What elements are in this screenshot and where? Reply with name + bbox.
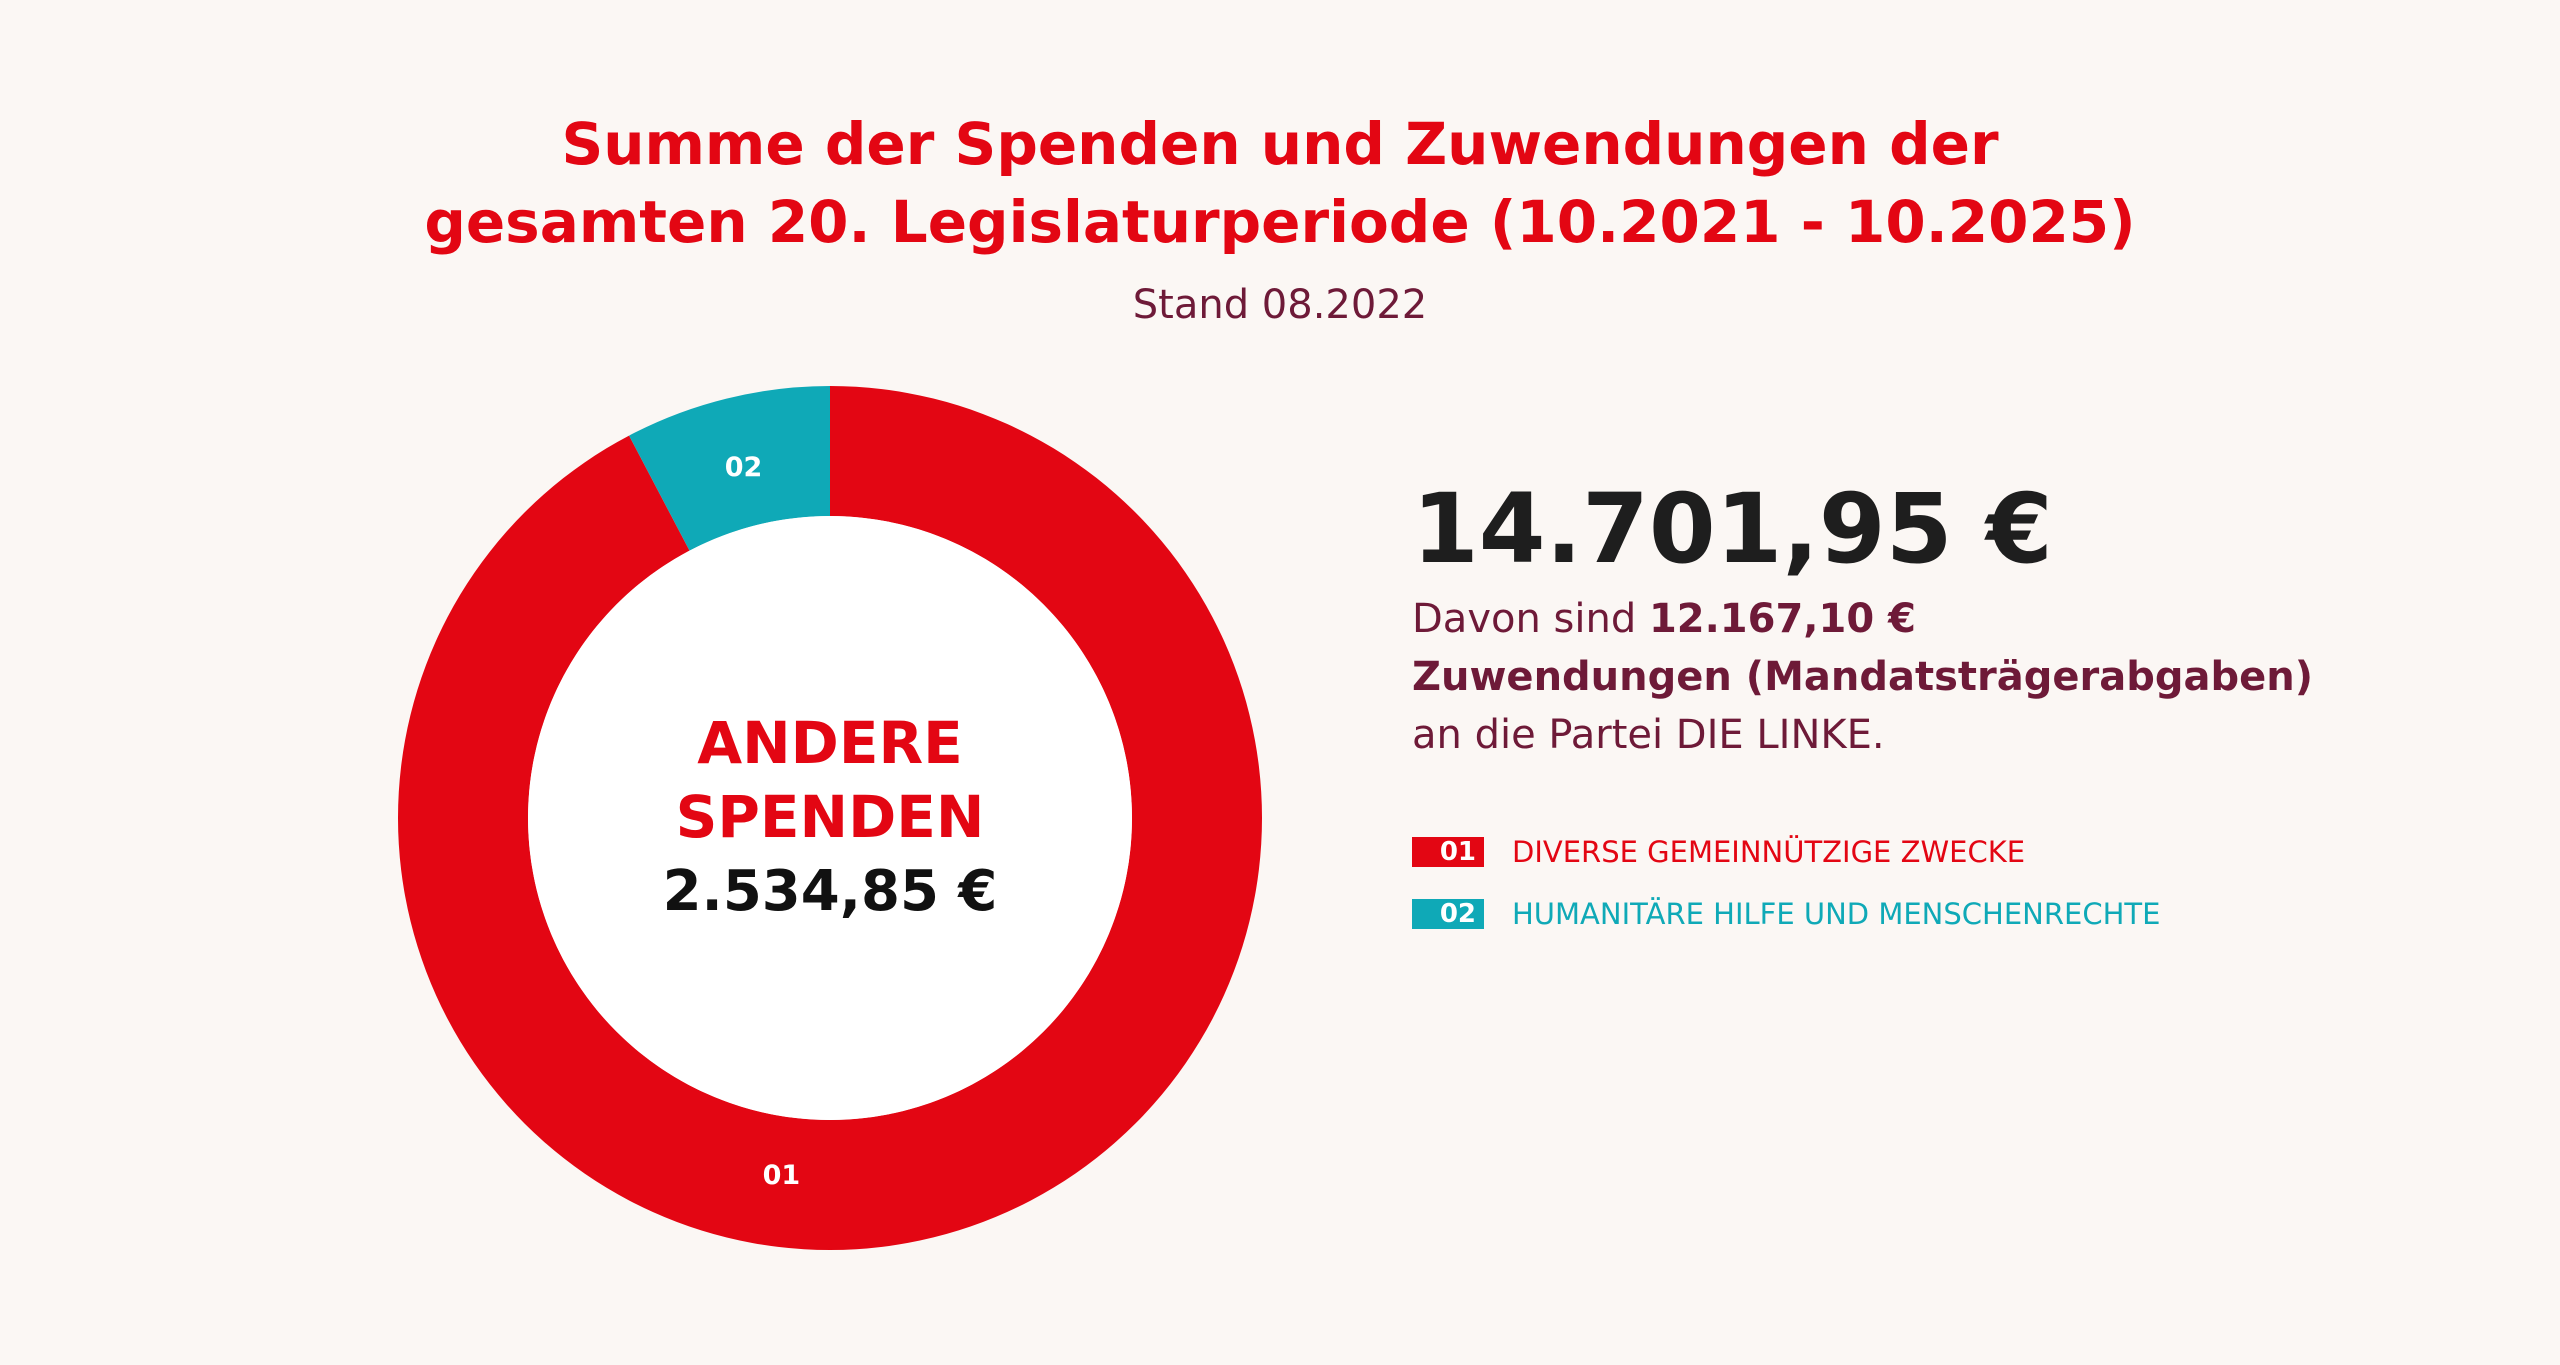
summary-description: Davon sind 12.167,10 € Zuwendungen (Mand…	[1412, 590, 2313, 764]
chart-title-line-1: Summe der Spenden und Zuwendungen der	[561, 110, 1999, 178]
donut-slice-01	[398, 386, 1262, 1250]
donut-chart: 01 02	[398, 386, 1262, 1250]
legend-item-02: 02 HUMANITÄRE HILFE UND MENSCHENRECHTE	[1412, 896, 2160, 932]
chart-legend: 01 DIVERSE GEMEINNÜTZIGE ZWECKE 02 HUMAN…	[1412, 834, 2160, 958]
legend-swatch-01: 01	[1412, 837, 1484, 867]
chart-subtitle: Stand 08.2022	[1132, 282, 1428, 328]
summary-line-1: Davon sind 12.167,10 €	[1412, 590, 2313, 648]
legend-swatch-02: 02	[1412, 899, 1484, 929]
donut-slice-label-02: 02	[725, 452, 763, 483]
center-label-value: 2.534,85 €	[662, 859, 998, 924]
legend-item-01: 01 DIVERSE GEMEINNÜTZIGE ZWECKE	[1412, 834, 2160, 870]
chart-title: Summe der Spenden und Zuwendungen der ge…	[0, 105, 2560, 261]
summary-prefix: Davon sind	[1412, 596, 1649, 642]
summary-amount: 12.167,10 €	[1648, 596, 1916, 642]
summary-line-2: Zuwendungen (Mandatsträgerabgaben)	[1412, 648, 2313, 706]
chart-title-line-2: gesamten 20. Legislaturperiode (10.2021 …	[424, 188, 2136, 256]
donut-hole	[528, 516, 1132, 1120]
total-amount: 14.701,95 €	[1412, 473, 2053, 585]
legend-label-02: HUMANITÄRE HILFE UND MENSCHENRECHTE	[1512, 897, 2161, 931]
donut-slice-label-01: 01	[763, 1160, 801, 1191]
summary-bold-line: Zuwendungen (Mandatsträgerabgaben)	[1412, 654, 2313, 700]
legend-label-01: DIVERSE GEMEINNÜTZIGE ZWECKE	[1512, 835, 2026, 869]
donut-slice-02	[629, 386, 830, 551]
center-label-name-line-2: SPENDEN	[675, 783, 985, 851]
center-label-name-line-1: ANDERE	[697, 709, 963, 777]
summary-line-3: an die Partei DIE LINKE.	[1412, 712, 1885, 758]
donut-center-label: ANDERE SPENDEN 2.534,85 €	[530, 706, 1130, 930]
